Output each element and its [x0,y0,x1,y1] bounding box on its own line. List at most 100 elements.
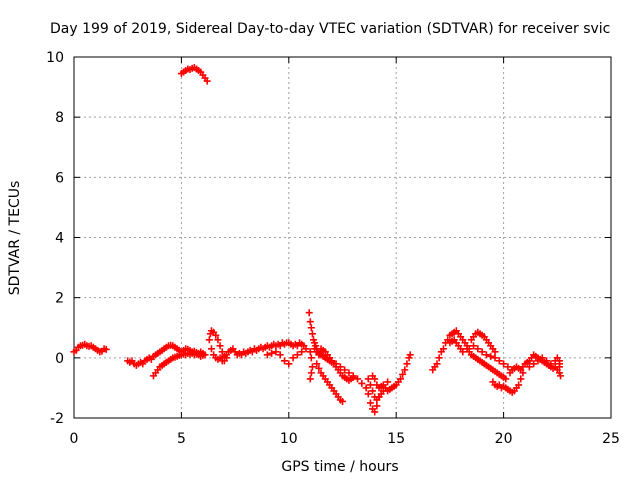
data-point [478,348,486,356]
data-point [308,363,316,371]
data-point [307,369,315,377]
y-tick-label: 6 [55,170,64,186]
data-point [345,369,353,377]
data-point [482,351,490,359]
y-tick-label: 4 [55,231,64,247]
x-axis-label: GPS time / hours [281,459,398,475]
data-point [555,363,563,371]
data-point [302,345,310,353]
data-point [205,336,213,344]
y-tick-label: -2 [50,411,64,427]
data-point [366,399,374,407]
data-point [349,372,357,380]
data-point [102,345,110,353]
data-point [341,366,349,374]
data-point [534,357,542,365]
data-point [371,375,379,383]
data-point [223,354,231,362]
data-point [307,354,315,362]
data-point [281,357,289,365]
data-point [289,354,297,362]
data-point [364,375,372,383]
y-tick-label: 10 [46,50,64,66]
x-tick-label: 10 [280,431,298,447]
data-point [315,364,323,372]
data-point [369,387,377,395]
data-point [495,357,503,365]
data-point [268,349,276,357]
data-point [504,363,512,371]
data-points [70,64,565,416]
y-axis-label: SDTVAR / TECUs [7,181,23,296]
data-point [272,348,280,356]
x-tick-label: 20 [495,431,513,447]
data-point [502,375,510,383]
data-point [373,402,381,410]
data-point [525,363,533,371]
data-point [362,384,370,392]
y-tick-label: 0 [55,351,64,367]
data-point [293,351,301,359]
data-point [517,375,525,383]
y-axis-ticks: -2 0 2 4 6 8 10 [46,50,611,427]
data-point [371,408,379,416]
data-point [212,331,220,339]
data-point [328,357,336,365]
data-point [555,357,563,365]
data-point [401,366,409,374]
x-axis-ticks: 0 5 10 15 20 25 [70,57,620,447]
data-point [543,357,551,365]
data-point [306,348,314,356]
data-point [470,342,478,350]
data-point [491,354,499,362]
data-point [305,309,313,317]
data-point [459,348,467,356]
data-point [203,77,211,85]
data-point [487,352,495,360]
data-point [354,375,362,383]
data-point [336,363,344,371]
data-point [307,324,315,332]
data-point [515,381,523,389]
data-point [403,360,411,368]
data-point [218,348,226,356]
data-point [308,330,316,338]
y-tick-label: 2 [55,291,64,307]
data-point [313,360,321,368]
data-point [474,345,482,353]
x-tick-label: 5 [177,431,186,447]
x-tick-label: 25 [602,431,620,447]
data-point [366,381,374,389]
data-point [379,381,387,389]
y-tick-label: 8 [55,110,64,126]
data-point [306,318,314,326]
data-point [364,390,372,398]
data-point [384,378,392,386]
chart-title: Day 199 of 2019, Sidereal Day-to-day VTE… [50,21,610,37]
data-point [214,336,222,344]
data-point [547,360,555,368]
x-tick-label: 15 [387,431,405,447]
data-point [557,372,565,380]
data-point [276,351,284,359]
data-point [439,345,447,353]
data-point [216,342,224,350]
data-point [199,351,207,359]
x-tick-label: 0 [70,431,79,447]
data-point [263,351,271,359]
data-point [433,360,441,368]
data-point [399,370,407,378]
data-point [207,345,215,353]
data-point [298,348,306,356]
data-point [306,375,314,383]
data-point [435,354,443,362]
data-point [332,360,340,368]
data-point [339,397,346,405]
data-point [285,360,293,368]
data-point [500,360,508,368]
data-point [530,360,538,368]
data-point [538,354,546,362]
data-point [358,379,366,387]
data-point [491,348,499,356]
